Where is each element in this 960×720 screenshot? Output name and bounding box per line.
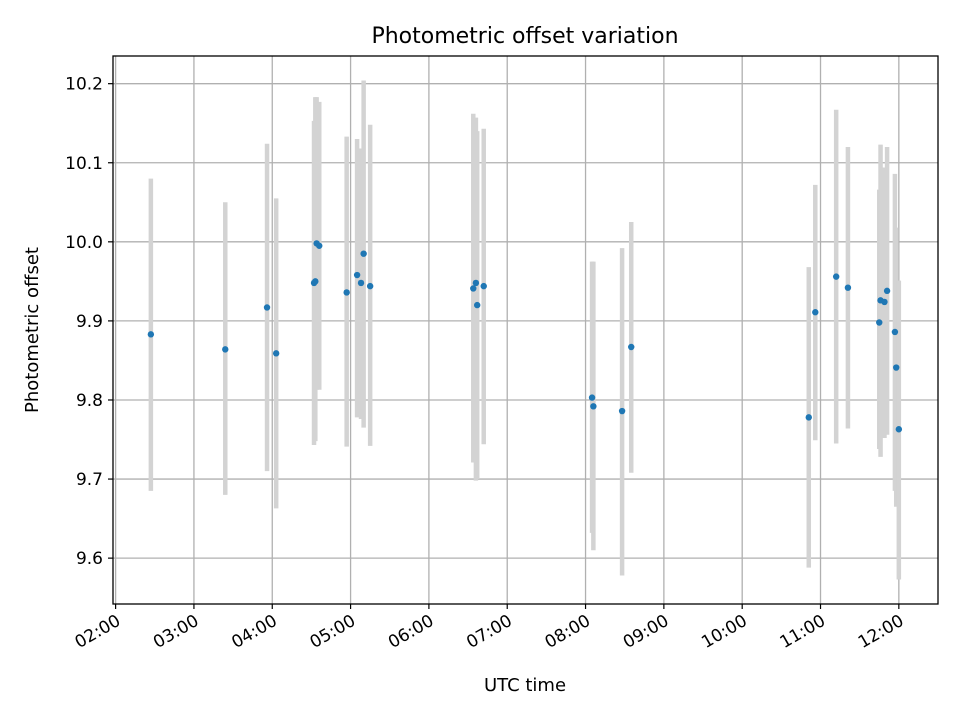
data-point bbox=[805, 414, 812, 421]
data-point bbox=[832, 273, 840, 280]
data-point bbox=[147, 331, 155, 338]
data-point bbox=[618, 407, 626, 415]
y-tick-label: 10.0 bbox=[65, 233, 103, 253]
data-point bbox=[844, 284, 852, 291]
data-point bbox=[590, 403, 597, 410]
y-tick-label: 10.2 bbox=[65, 75, 103, 95]
data-point bbox=[628, 343, 635, 351]
data-point bbox=[222, 346, 229, 353]
data-point bbox=[876, 319, 883, 326]
data-point bbox=[357, 279, 365, 287]
data-point bbox=[472, 279, 480, 287]
y-tick-label: 9.8 bbox=[76, 391, 103, 411]
data-points bbox=[147, 240, 903, 433]
data-point bbox=[316, 242, 323, 249]
data-point bbox=[895, 426, 903, 433]
data-point bbox=[480, 282, 487, 290]
chart-title: Photometric offset variation bbox=[371, 24, 678, 49]
y-tick-label: 9.6 bbox=[76, 549, 103, 569]
x-axis-label: UTC time bbox=[484, 675, 566, 696]
data-point bbox=[474, 301, 481, 309]
data-point bbox=[891, 328, 899, 336]
y-axis-label: Photometric offset bbox=[22, 247, 43, 413]
data-point bbox=[312, 278, 319, 285]
data-point bbox=[353, 271, 361, 279]
data-point bbox=[272, 350, 280, 357]
y-tick-label: 9.9 bbox=[76, 312, 103, 332]
y-tick-label: 10.1 bbox=[65, 154, 103, 174]
data-point bbox=[881, 298, 888, 306]
data-point bbox=[893, 364, 900, 371]
data-point bbox=[812, 309, 819, 316]
data-point bbox=[470, 285, 477, 292]
data-point bbox=[883, 287, 891, 295]
data-point bbox=[366, 282, 374, 290]
data-point bbox=[360, 250, 367, 257]
data-point bbox=[588, 394, 596, 401]
data-point bbox=[343, 289, 350, 296]
plot-frame bbox=[112, 55, 939, 605]
y-tick-label: 9.7 bbox=[76, 470, 103, 490]
data-point bbox=[263, 304, 271, 311]
